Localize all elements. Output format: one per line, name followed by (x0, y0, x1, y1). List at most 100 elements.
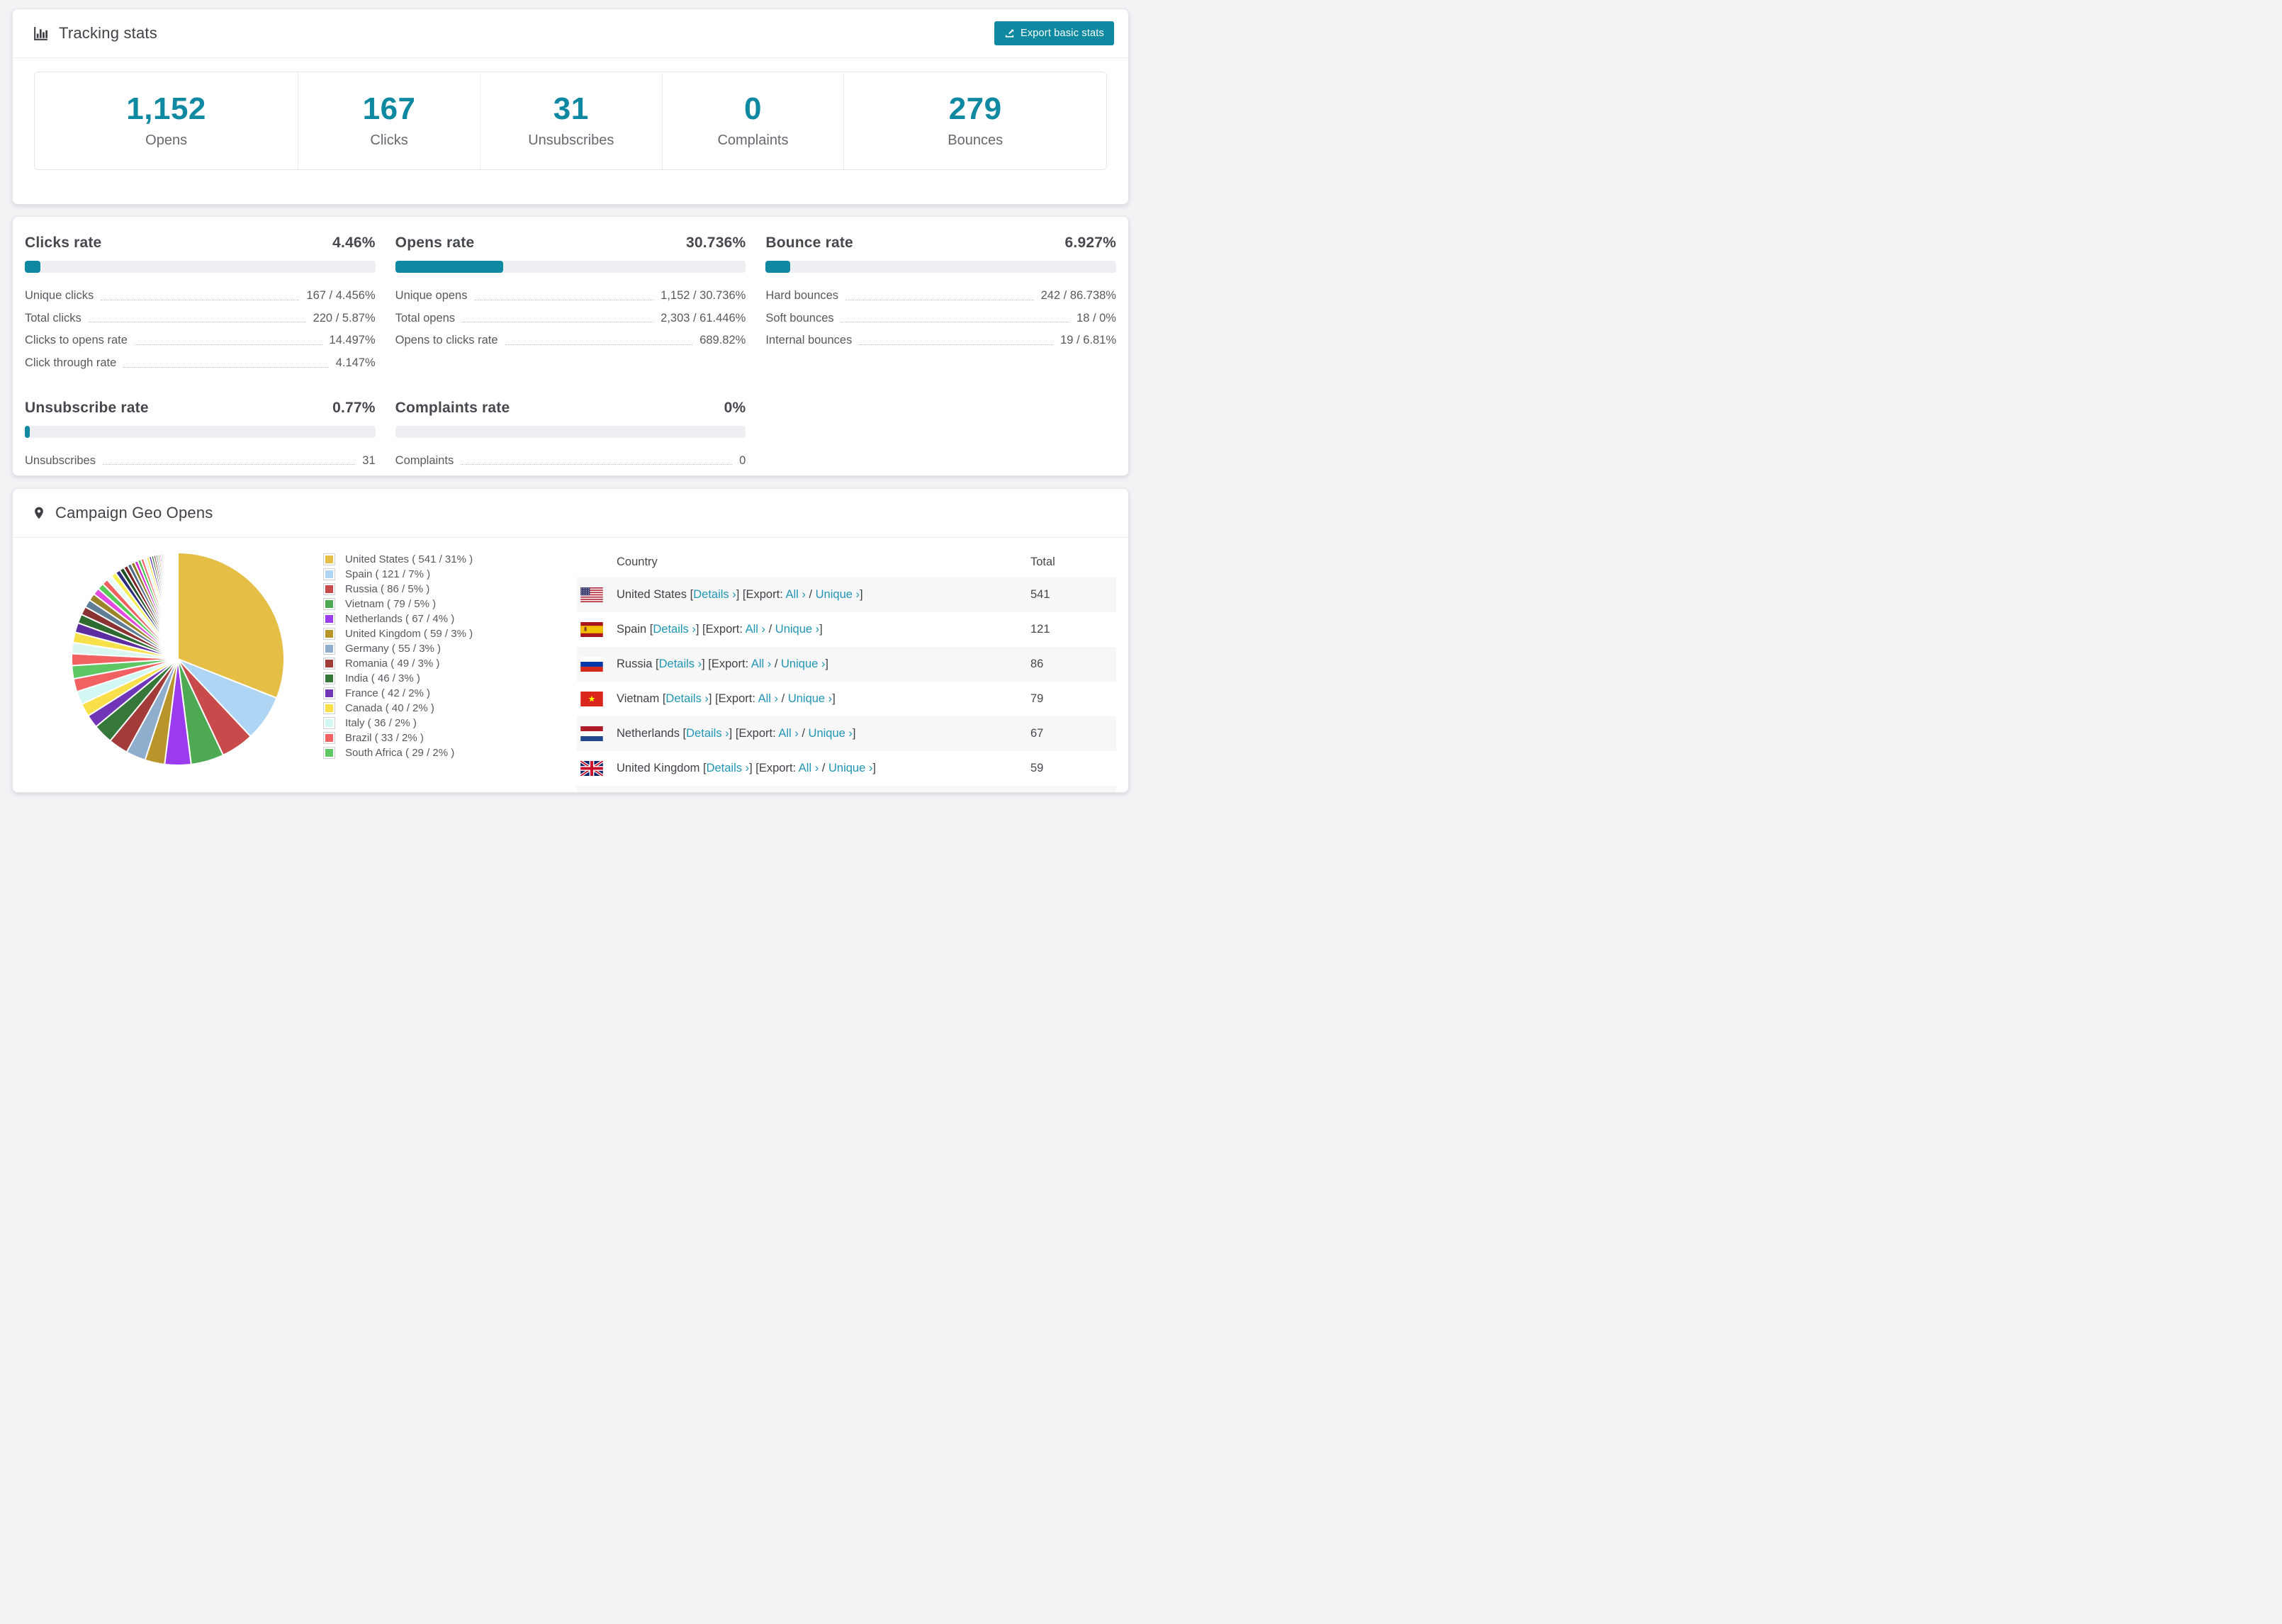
rate-title-complaints-rate: Complaints rate (395, 399, 510, 416)
table-row-united-kingdom: United Kingdom [Details ›] [Export: All … (577, 751, 1116, 786)
export-all-link-netherlands[interactable]: All › (778, 727, 799, 740)
legend-label: France ( 42 / 2% ) (345, 687, 431, 699)
campaign-geo-opens-content: United States ( 541 / 31% ) Spain ( 121 /… (13, 538, 1128, 792)
export-all-link-united-states[interactable]: All › (785, 588, 806, 601)
export-icon (1004, 28, 1015, 39)
details-link-united-states[interactable]: Details › (693, 588, 736, 601)
rate-title-unsubscribe-rate: Unsubscribe rate (25, 399, 149, 416)
export-unique-link-netherlands[interactable]: Unique › (808, 727, 853, 740)
rate-row-value: 220 / 5.87% (313, 311, 376, 325)
vietnam-flag-icon (580, 692, 603, 706)
geo-opens-table: Country Total United States [Details ›] … (577, 546, 1116, 792)
export-basic-stats-button[interactable]: Export basic stats (994, 21, 1114, 45)
export-unique-link-russia[interactable]: Unique › (781, 658, 826, 670)
export-all-link-vietnam[interactable]: All › (758, 692, 779, 705)
rate-head-opens-rate: Opens rate 30.736% (395, 235, 746, 252)
export-button-label: Export basic stats (1020, 28, 1104, 39)
rate-row-value: 31 (362, 453, 376, 467)
country-name: United States [ (617, 588, 694, 601)
rate-row-complaints: Complaints 0 (395, 453, 746, 468)
export-all-link-united-kingdom[interactable]: All › (798, 762, 819, 774)
export-all-link-spain[interactable]: All › (745, 623, 766, 636)
details-link-vietnam[interactable]: Details › (665, 692, 709, 705)
legend-item-canada: Canada ( 40 / 2% ) (323, 702, 530, 714)
rate-value-bounce-rate: 6.927% (1064, 235, 1116, 251)
progress-fill-clicks-rate (25, 261, 41, 273)
rate-panel-unsubscribe-rate: Unsubscribe rate 0.77% Unsubscribes 31 (25, 400, 376, 476)
campaign-geo-opens-card: Campaign Geo Opens United States ( 541 /… (12, 488, 1129, 793)
total-cell-vietnam: 79 (1030, 692, 1044, 705)
bracket-close: ] (860, 588, 863, 601)
bracket-close: ] (872, 762, 876, 774)
details-link-spain[interactable]: Details › (653, 623, 696, 636)
country-cell-germany: Germany [Details ›] [Export: All › / Uni… (577, 786, 1030, 792)
details-link-united-kingdom[interactable]: Details › (706, 762, 750, 774)
bracket-close: ] (819, 623, 823, 636)
export-all-link-russia[interactable]: All › (751, 658, 772, 670)
total-cell-germany: 55 (1030, 786, 1116, 792)
details-link-netherlands[interactable]: Details › (686, 727, 729, 740)
rate-row-value: 689.82% (699, 334, 746, 347)
details-link-russia[interactable]: Details › (658, 658, 702, 670)
country-cell-inner: Russia [Details ›] [Export: All › / Uniq… (577, 657, 1030, 672)
country-cell-inner: United States [Details ›] [Export: All ›… (577, 587, 1030, 602)
legend-swatch (323, 613, 335, 625)
legend-label: Netherlands ( 67 / 4% ) (345, 613, 455, 625)
rate-row-click-through-rate: Click through rate 4.147% (25, 356, 376, 371)
legend-label: Romania ( 49 / 3% ) (345, 658, 440, 670)
total-cell-netherlands: 67 (1030, 727, 1044, 740)
rate-value-complaints-rate: 0% (724, 399, 746, 416)
country-name: United Kingdom [ (617, 762, 707, 774)
rate-row-total-opens: Total opens 2,303 / 61.446% (395, 311, 746, 326)
legend-swatch (323, 702, 335, 714)
separator: / (819, 762, 828, 774)
legend-item-united-kingdom: United Kingdom ( 59 / 3% ) (323, 628, 530, 640)
stat-value-opens: 1,152 (126, 91, 206, 126)
export-unique-link-united-kingdom[interactable]: Unique › (828, 762, 873, 774)
rate-panel-clicks-rate: Clicks rate 4.46% Unique clicks 167 / 4.456… (25, 235, 376, 378)
rate-row-value: 167 / 4.456% (306, 289, 376, 302)
rate-row-soft-bounces: Soft bounces 18 / 0% (765, 311, 1116, 326)
legend-item-brazil: Brazil ( 33 / 2% ) (323, 732, 530, 744)
rate-row-label: Total opens (395, 311, 456, 325)
table-row-spain: Spain [Details ›] [Export: All › / Uniqu… (577, 612, 1116, 647)
export-prefix: ] [Export: (736, 588, 786, 601)
geo-opens-legend: United States ( 541 / 31% ) Spain ( 121 /… (323, 553, 530, 762)
united-states-flag-icon (580, 587, 603, 602)
rate-head-clicks-rate: Clicks rate 4.46% (25, 235, 376, 252)
legend-label: Canada ( 40 / 2% ) (345, 702, 434, 714)
total-cell-united-kingdom: 59 (1030, 762, 1044, 774)
rate-row-label: Opens to clicks rate (395, 334, 498, 347)
stat-complaints: 0 Complaints (663, 72, 845, 169)
separator: / (798, 727, 809, 740)
country-row-text: United States [Details ›] [Export: All ›… (617, 588, 863, 602)
bracket-close: ] (825, 658, 828, 670)
country-cell-netherlands: Netherlands [Details ›] [Export: All › /… (577, 716, 1030, 751)
pie-slice-other-45[interactable] (176, 551, 179, 660)
rate-row-label: Total clicks (25, 311, 82, 325)
bracket-close: ] (832, 692, 836, 705)
table-row-russia: Russia [Details ›] [Export: All › / Uniq… (577, 647, 1116, 682)
rate-row-label: Clicks to opens rate (25, 334, 128, 347)
export-unique-link-united-states[interactable]: Unique › (815, 588, 860, 601)
legend-item-south-africa: South Africa ( 29 / 2% ) (323, 747, 530, 759)
country-cell-inner: Spain [Details ›] [Export: All › / Uniqu… (577, 622, 1030, 637)
campaign-geo-opens-header: Campaign Geo Opens (13, 489, 1128, 538)
pie-slice-united-states[interactable] (177, 551, 285, 699)
export-unique-link-spain[interactable]: Unique › (775, 623, 820, 636)
country-cell-russia: Russia [Details ›] [Export: All › / Uniq… (577, 647, 1030, 682)
progress-fill-unsubscribe-rate (25, 425, 30, 438)
rate-row-hard-bounces: Hard bounces 242 / 86.738% (765, 288, 1116, 303)
rate-row-label: Unique opens (395, 289, 468, 302)
export-unique-link-vietnam[interactable]: Unique › (787, 692, 833, 705)
stat-label-complaints: Complaints (717, 132, 789, 148)
legend-swatch (323, 628, 335, 640)
legend-label: United States ( 541 / 31% ) (345, 553, 473, 565)
rate-row-label: Unsubscribes (25, 453, 96, 467)
legend-label: Vietnam ( 79 / 5% ) (345, 598, 437, 610)
geo-opens-pie-chart (68, 549, 288, 769)
legend-label: Germany ( 55 / 3% ) (345, 643, 442, 655)
legend-swatch (323, 583, 335, 595)
export-prefix: ] [Export: (702, 658, 751, 670)
united-kingdom-flag-icon (580, 761, 603, 776)
